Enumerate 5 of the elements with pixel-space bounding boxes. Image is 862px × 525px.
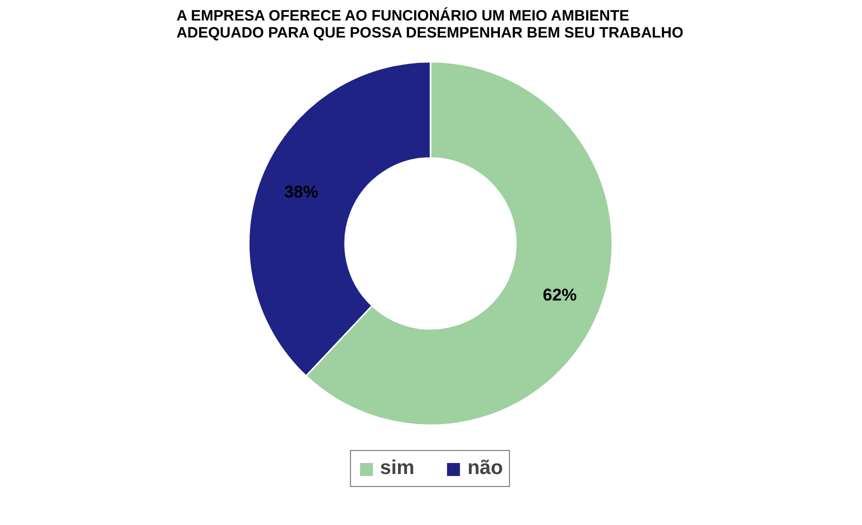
legend-label: sim <box>380 457 414 480</box>
legend-label: não <box>467 457 504 480</box>
data-label: 38% <box>284 182 318 202</box>
data-label: 62% <box>542 285 577 304</box>
chart-title: A EMPRESA OFERECE AO FUNCIONÁRIO UM MEIO AMBIENTE ADEQUADO PARA QUE POSSA DESEMPENHAR BEM SEU TRABALHO <box>176 6 684 42</box>
